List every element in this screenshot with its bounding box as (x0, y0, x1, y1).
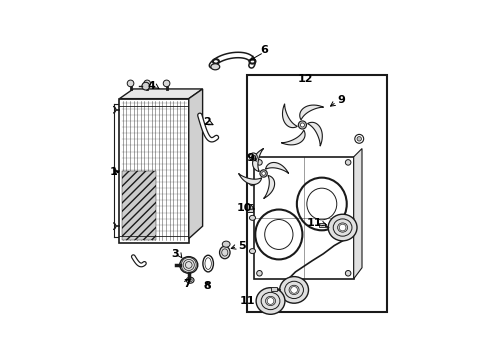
Ellipse shape (180, 257, 198, 273)
Ellipse shape (256, 288, 285, 314)
Text: 1: 1 (109, 167, 117, 177)
Text: 9: 9 (246, 153, 254, 163)
Bar (122, 171, 156, 240)
Ellipse shape (222, 241, 230, 247)
Ellipse shape (338, 223, 347, 232)
Circle shape (300, 123, 304, 127)
Text: 11: 11 (306, 219, 322, 228)
Polygon shape (307, 122, 322, 146)
Bar (247, 204, 252, 212)
Circle shape (163, 80, 170, 87)
Circle shape (257, 159, 262, 165)
Polygon shape (120, 89, 203, 99)
Circle shape (345, 270, 351, 276)
Circle shape (109, 107, 116, 113)
Ellipse shape (249, 181, 256, 186)
Text: 10: 10 (237, 203, 252, 213)
Circle shape (298, 121, 306, 129)
Text: 3: 3 (172, 249, 179, 259)
Bar (254, 157, 354, 279)
Circle shape (262, 172, 266, 175)
Polygon shape (264, 175, 274, 198)
Circle shape (109, 223, 116, 229)
Circle shape (267, 298, 274, 304)
Text: 12: 12 (297, 74, 313, 84)
Circle shape (345, 159, 351, 165)
Ellipse shape (249, 249, 256, 253)
Polygon shape (120, 99, 189, 243)
Circle shape (109, 167, 116, 174)
Text: 9: 9 (337, 95, 345, 105)
Circle shape (127, 80, 134, 87)
Text: 4: 4 (147, 81, 155, 91)
Polygon shape (266, 162, 289, 174)
Circle shape (357, 136, 362, 141)
Circle shape (291, 287, 297, 293)
Text: 2: 2 (203, 117, 211, 127)
Polygon shape (252, 148, 264, 171)
Ellipse shape (328, 214, 357, 241)
Ellipse shape (186, 277, 194, 283)
Ellipse shape (211, 64, 220, 70)
Circle shape (251, 155, 255, 159)
Bar (270, 287, 277, 291)
Circle shape (144, 80, 150, 87)
Circle shape (339, 224, 346, 231)
Circle shape (257, 270, 262, 276)
Ellipse shape (203, 255, 214, 272)
Bar (319, 223, 324, 227)
Text: 7: 7 (183, 279, 191, 289)
Circle shape (142, 82, 149, 90)
Ellipse shape (280, 276, 309, 303)
Text: 11: 11 (240, 296, 255, 306)
Polygon shape (281, 130, 305, 145)
Text: 8: 8 (204, 281, 212, 291)
Ellipse shape (220, 246, 230, 259)
Ellipse shape (266, 296, 275, 306)
Text: 6: 6 (260, 45, 268, 55)
Polygon shape (354, 149, 362, 279)
Ellipse shape (249, 215, 256, 220)
Circle shape (249, 153, 257, 161)
Polygon shape (189, 89, 203, 239)
Bar (283, 284, 288, 287)
Text: 5: 5 (239, 240, 246, 251)
Ellipse shape (289, 285, 299, 294)
Bar (247, 75, 387, 312)
Circle shape (355, 134, 364, 143)
Polygon shape (239, 174, 262, 185)
Circle shape (260, 170, 267, 177)
Polygon shape (283, 104, 297, 128)
Polygon shape (300, 105, 323, 120)
